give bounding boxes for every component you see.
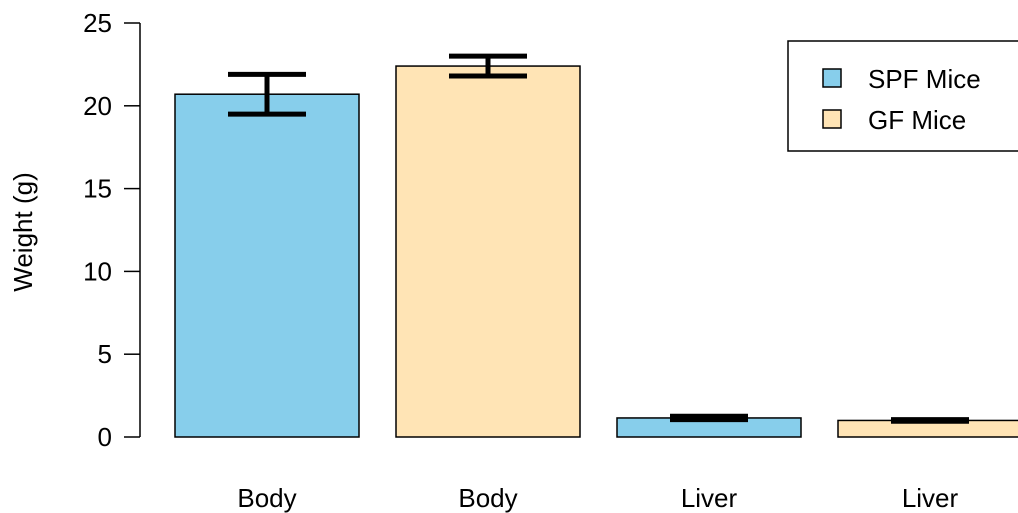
legend: SPF Mice GF Mice [787,40,1018,152]
category-label: Body [237,483,296,513]
category-label: Liver [902,483,959,513]
category-label: Body [458,483,517,513]
legend-swatch-spf [822,68,842,88]
legend-swatch-gf [822,109,842,129]
y-axis: 0 5 10 15 20 25 [83,8,141,452]
y-tick-label: 25 [83,8,112,38]
category-label: Liver [681,483,738,513]
y-tick-label: 0 [98,422,112,452]
bar [174,93,360,438]
y-tick-label: 20 [83,91,112,121]
bar [395,65,581,438]
y-tick-label: 15 [83,174,112,204]
category-labels: Body Body Liver Liver [237,483,958,513]
y-tick-label: 5 [98,339,112,369]
legend-label-spf: SPF Mice [868,64,981,94]
legend-label-gf: GF Mice [868,105,966,135]
y-tick-label: 10 [83,256,112,286]
error-bars [228,53,969,424]
y-axis-title: Weight (g) [8,172,38,291]
bars [174,65,1018,438]
legend-box [787,40,1018,152]
